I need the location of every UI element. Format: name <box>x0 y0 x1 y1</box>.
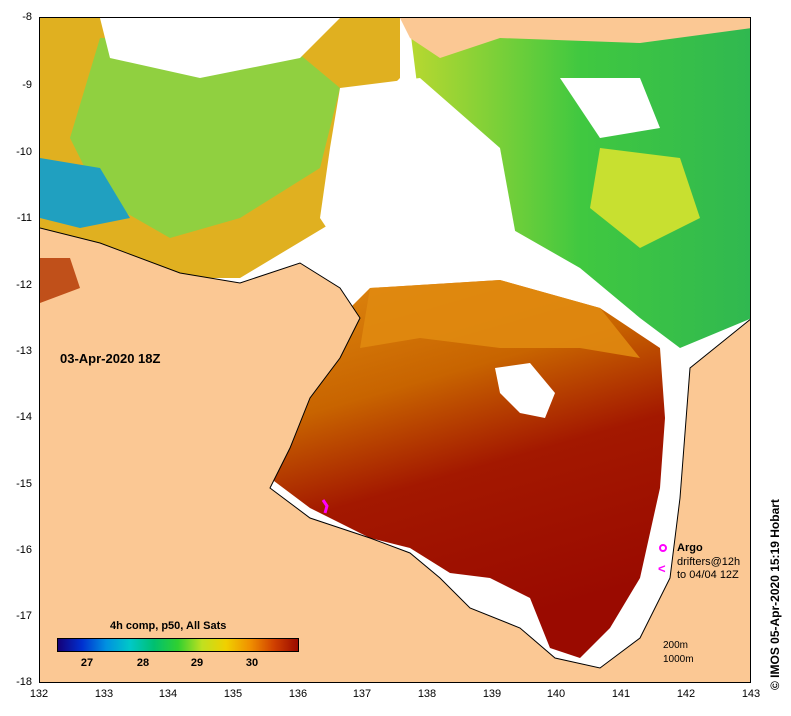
sst-map <box>40 18 750 682</box>
colorbar-tick: 28 <box>136 657 150 669</box>
map-date: 03-Apr-2020 18Z <box>60 351 161 366</box>
colorbar-tick: 29 <box>190 657 204 669</box>
cloud-north-west <box>100 18 340 78</box>
legend-argo: Argo <box>677 542 703 554</box>
lon-tick: 138 <box>417 688 437 700</box>
lat-tick: -13 <box>16 345 32 357</box>
lon-tick: 132 <box>29 688 49 700</box>
isobath-200-label: 200m <box>663 640 689 651</box>
lat-tick: -12 <box>16 279 32 291</box>
isobath-1000-label: 1000m <box>663 654 694 665</box>
colorbar-tick: 27 <box>80 657 94 669</box>
lat-tick: -11 <box>16 212 32 224</box>
lon-tick: 137 <box>352 688 372 700</box>
lat-tick: -14 <box>16 411 32 423</box>
map-frame <box>39 17 751 683</box>
lat-tick: -9 <box>22 79 32 91</box>
land-arnhem <box>40 228 750 682</box>
lat-tick: -17 <box>16 610 32 622</box>
lon-tick: 143 <box>741 688 761 700</box>
lat-tick: -16 <box>16 544 32 556</box>
lat-tick: -10 <box>16 146 32 158</box>
lon-tick: 133 <box>94 688 114 700</box>
argo-marker-icon <box>659 544 667 552</box>
lon-tick: 139 <box>482 688 502 700</box>
sst-colorbar <box>57 638 299 652</box>
sst-north-east <box>410 28 750 348</box>
land-north <box>400 18 750 58</box>
lat-tick: -18 <box>16 676 32 688</box>
colorbar-tick: 30 <box>245 657 259 669</box>
lon-tick: 135 <box>223 688 243 700</box>
sst-north-west-blue <box>40 158 130 228</box>
cloud-center <box>320 78 520 288</box>
lon-tick: 142 <box>676 688 696 700</box>
cloud-gulf-patch <box>495 363 555 418</box>
drifter-track <box>321 499 329 514</box>
credit-text: © IMOS 05-Apr-2020 15:19 Hobart <box>768 499 782 690</box>
coastline <box>40 227 750 669</box>
legend-drifters: drifters@12h <box>677 556 741 568</box>
legend-drifters-date: to 04/04 12Z <box>677 569 739 581</box>
lon-tick: 136 <box>288 688 308 700</box>
lon-tick: 134 <box>158 688 178 700</box>
lat-tick: -8 <box>22 11 32 23</box>
cloud-east <box>560 78 660 138</box>
colorbar-title: 4h comp, p50, All Sats <box>110 620 227 632</box>
drifter-marker-icon: < <box>658 561 666 576</box>
lat-tick: -15 <box>16 478 32 490</box>
lon-tick: 140 <box>546 688 566 700</box>
lon-tick: 141 <box>611 688 631 700</box>
sst-north-east-yellow <box>590 148 700 248</box>
land-island-west <box>40 258 80 303</box>
sst-north-west-green <box>70 38 340 238</box>
sst-gulf <box>270 280 665 658</box>
sst-gulf-north-warm <box>360 280 640 358</box>
